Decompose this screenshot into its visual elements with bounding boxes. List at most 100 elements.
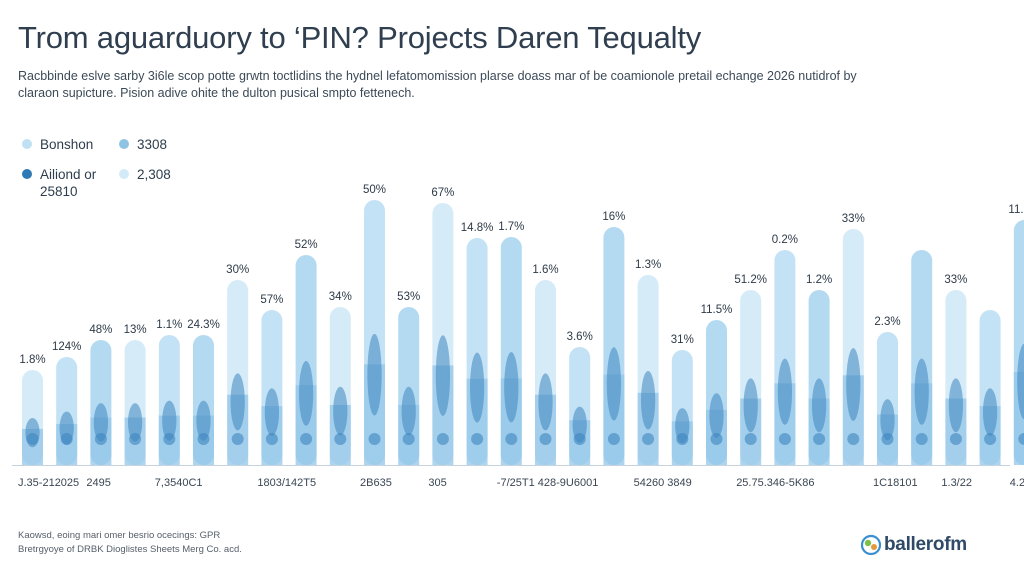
data-label: 124% <box>52 341 81 353</box>
data-label: 1.2% <box>806 274 832 286</box>
legend-swatch <box>119 169 129 179</box>
bar-group <box>945 290 967 465</box>
legend-label: Ailiond or 25810 <box>40 167 97 199</box>
bar-group <box>1013 220 1024 465</box>
bar-marker <box>196 400 211 441</box>
data-label: 30% <box>226 264 249 276</box>
bar-marker-dot <box>231 433 244 445</box>
bar-marker-dot <box>334 433 347 445</box>
bar-marker-dot <box>778 433 791 445</box>
data-label: 31% <box>671 334 694 346</box>
data-label: 53% <box>397 291 420 303</box>
bar-marker <box>948 378 964 433</box>
bar-marker <box>333 386 348 436</box>
brand-logo[interactable]: ballerofm <box>858 533 967 557</box>
bar-chart: 1.8% J.35-212025 124% 48% 2495 13% 1.1% 7,3540C… <box>12 184 1024 489</box>
bar-marker-dot <box>300 433 313 445</box>
legend-item: 3308 <box>119 136 167 153</box>
x-tick-label: 305 <box>428 477 446 489</box>
bar-group <box>432 203 454 465</box>
bar-marker <box>606 347 622 421</box>
data-label: 34% <box>329 291 352 303</box>
bar-group <box>911 250 933 465</box>
legend-item: 2,308 <box>119 166 171 183</box>
data-label: 24.3% <box>187 319 220 331</box>
bar-group <box>364 200 385 465</box>
bar-marker <box>469 352 485 423</box>
bar-group <box>90 340 112 465</box>
bar-group <box>706 320 727 465</box>
x-tick-label: 54260 3849 <box>634 477 692 489</box>
bar-marker-dot <box>402 433 415 445</box>
bar-marker <box>504 352 519 423</box>
data-label: 3.6% <box>567 331 593 343</box>
data-label: 33% <box>944 274 967 286</box>
bar-marker <box>982 388 998 437</box>
data-label: 51.2% <box>734 274 767 286</box>
bar-marker-dot <box>676 433 689 445</box>
bar-marker-dot <box>265 433 278 445</box>
bar-group <box>22 370 43 465</box>
data-label: 52% <box>295 239 318 251</box>
x-tick-label: J.35-212025 <box>18 477 79 489</box>
bar-marker-dot <box>744 433 757 445</box>
x-tick-label: -7/25T1 428-9U6001 <box>497 477 599 489</box>
bar-marker <box>264 388 280 437</box>
bar-marker-dot <box>539 433 552 445</box>
legend-item: Ailiond or 25810 <box>22 166 114 200</box>
bar-group <box>671 350 693 465</box>
x-tick-label: 1C18101 <box>873 477 918 489</box>
bar-marker <box>880 399 895 441</box>
x-tick-label: 2495 <box>86 477 110 489</box>
bar-marker <box>709 393 724 438</box>
x-tick-label: 1.3/22 <box>941 477 972 489</box>
bar-marker-dot <box>129 433 142 445</box>
bar-group <box>124 340 146 465</box>
bar-marker-dot <box>1018 433 1024 445</box>
chart-title: Trom aguarduory to ‘PIN? Projects Daren … <box>18 20 702 55</box>
bar-group <box>774 250 796 465</box>
brand-logo-icon <box>860 534 882 556</box>
bar-marker-dot <box>573 433 586 445</box>
bar-marker <box>367 333 382 416</box>
bar-marker-dot <box>26 433 39 445</box>
bar-marker-dot <box>710 433 723 445</box>
data-label: 2.3% <box>874 316 900 328</box>
bar-marker <box>743 378 758 433</box>
data-label: 11.5% <box>701 304 733 316</box>
bar-marker-dot <box>881 433 894 445</box>
bar-group <box>227 280 249 465</box>
data-label: 13% <box>124 324 147 336</box>
data-label: 50% <box>363 184 386 196</box>
bar-marker <box>538 373 553 431</box>
bar-group <box>295 255 317 465</box>
legend-label: 3308 <box>137 137 168 152</box>
bar-group <box>466 238 488 465</box>
bar-marker <box>127 403 143 442</box>
legend-label: Bonshon <box>40 137 94 152</box>
bar-marker-dot <box>368 433 381 445</box>
x-tick-label: 25.75.346-5K86 <box>736 477 814 489</box>
bar-marker <box>811 378 827 433</box>
bar-group <box>56 357 78 465</box>
bar-group <box>808 290 830 465</box>
data-label: 0.2% <box>772 234 798 246</box>
bar-group <box>740 290 762 465</box>
bar-group <box>500 237 522 465</box>
bar-marker-dot <box>813 433 826 445</box>
bar-marker <box>1017 343 1024 420</box>
bar-marker <box>230 373 245 431</box>
brand-logo-text: ballerofm <box>884 534 967 555</box>
data-label: 1.1% <box>156 319 182 331</box>
legend-label: 2,308 <box>137 167 171 182</box>
bar-marker-dot <box>197 433 210 445</box>
bar-group <box>603 227 625 465</box>
bar-group <box>979 310 1001 465</box>
bar-marker-dot <box>915 433 928 445</box>
legend-swatch <box>119 139 129 149</box>
legend-swatch <box>22 139 32 149</box>
data-label: 1.8% <box>19 354 45 366</box>
bar-marker-dot <box>60 433 73 445</box>
bar-group <box>535 280 556 465</box>
legend-item: Bonshon <box>22 136 93 153</box>
